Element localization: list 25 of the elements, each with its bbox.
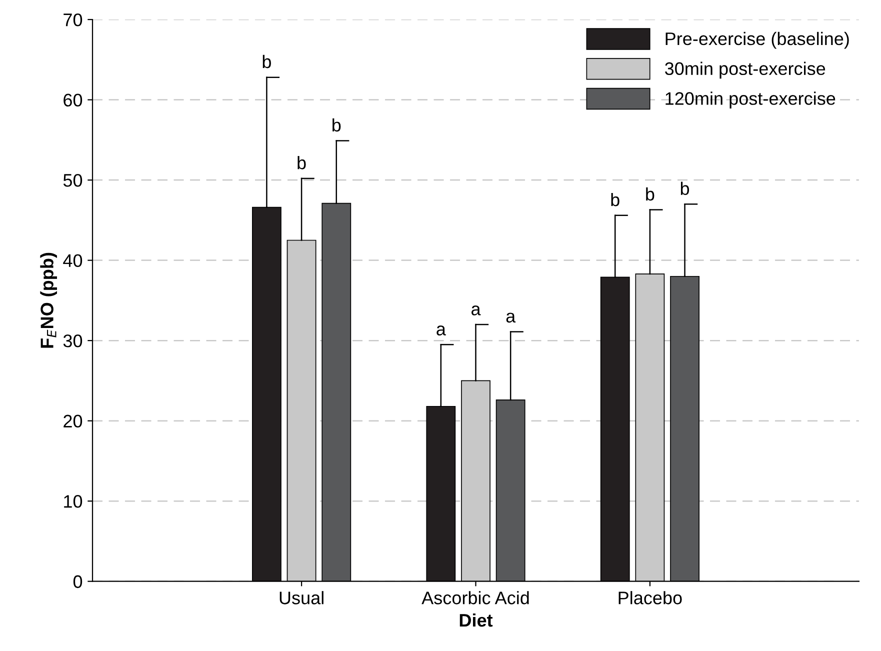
y-tick-label: 40 [63,254,82,268]
annotation: a [506,312,516,323]
y-tick-label: 70 [64,13,82,26]
annotation: a [436,326,446,336]
y-tick-label: 20 [64,414,82,428]
legend-label: 120min post-exercise [666,92,836,108]
y-tick-label: 30 [63,334,82,348]
annotation: b [298,156,306,170]
y-axis-title: F$_{E}$NO (ppb) [40,252,58,348]
y-tick-label: 0 [73,575,82,588]
y-tick-label: 50 [63,174,82,187]
y-tick-label: 10 [64,495,82,508]
legend-label: Pre-exercise (baseline) [666,32,849,49]
legend-label: 30min post-exercise [665,62,826,79]
annotation: a [471,305,481,316]
annotation: b [646,187,654,201]
x-tick-label: Placebo [618,591,682,604]
x-tick-label: Usual [280,591,324,604]
x-axis-title: Diet [460,613,493,627]
annotation: b [680,182,690,195]
annotation: b [611,192,620,206]
x-tick-label: Ascorbic Acid [422,591,529,604]
annotation: b [332,118,341,132]
annotation: b [262,54,271,68]
y-tick-label: 60 [64,94,82,107]
